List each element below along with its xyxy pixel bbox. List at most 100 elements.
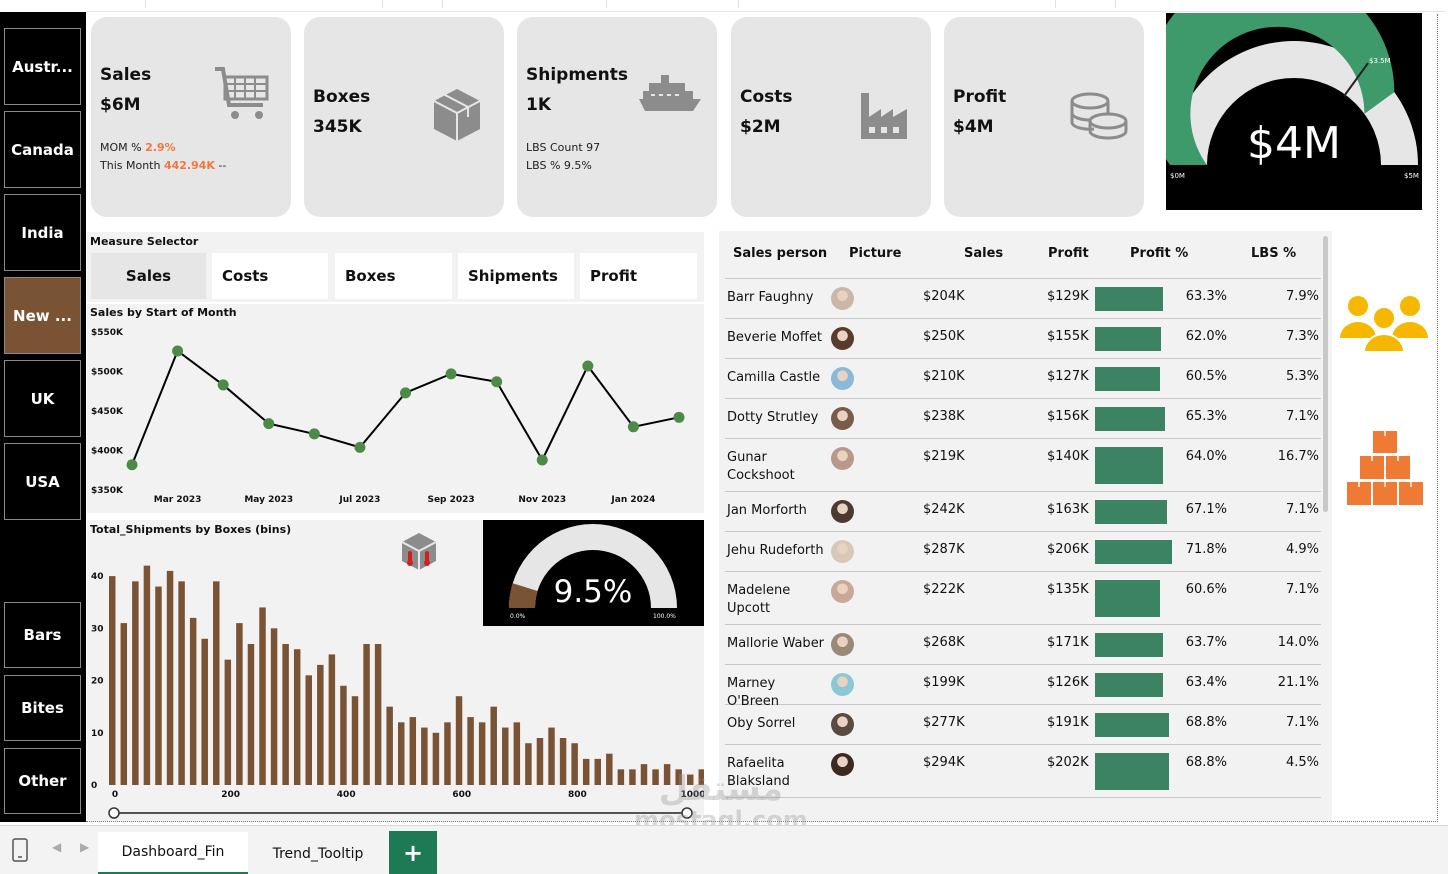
canvas-border-bottom: [86, 821, 1438, 822]
x-tick-label: 0: [112, 790, 118, 800]
measure-button-sales[interactable]: Sales: [91, 253, 206, 299]
tab-trend-tooltip[interactable]: Trend_Tooltip: [272, 845, 364, 862]
cell-lbs-pct: 4.9%: [1285, 542, 1319, 557]
histogram-bar: [236, 623, 243, 785]
data-point: [536, 454, 548, 466]
histogram-bar: [247, 644, 255, 785]
add-sheet-button[interactable]: +: [389, 831, 437, 874]
table-row[interactable]: Oby Sorrel $277K $191K 68.8% 7.1%: [725, 705, 1321, 745]
cell-sales: $287K: [923, 542, 965, 557]
table-row[interactable]: Mallorie Waber $268K $171K 63.7% 14.0%: [725, 625, 1321, 665]
range-slider-handle-max[interactable]: [681, 807, 693, 819]
histogram-bar: [132, 581, 139, 785]
cell-sales: $277K: [923, 715, 965, 730]
table-row[interactable]: Camilla Castle $210K $127K 60.5% 5.3%: [725, 359, 1321, 399]
category-button-bars[interactable]: Bars: [4, 602, 81, 668]
profit-pct-databar: [1095, 753, 1169, 790]
y-tick-label: 30: [91, 624, 104, 634]
col-header-picture[interactable]: Picture: [849, 246, 902, 261]
histogram-bar: [444, 722, 451, 785]
kpi-title: Costs: [740, 87, 793, 107]
histogram-bar: [629, 769, 636, 785]
cell-lbs-pct: 14.0%: [1277, 635, 1319, 650]
histogram-bar: [490, 706, 497, 785]
table-scrollbar[interactable]: [1323, 236, 1328, 512]
avatar: [831, 713, 854, 736]
y-tick-label: $450K: [91, 407, 124, 417]
region-button-new-zealand[interactable]: New ...: [4, 277, 81, 354]
histogram-bar: [120, 623, 128, 785]
avatar: [831, 367, 854, 390]
measure-button-boxes[interactable]: Boxes: [335, 253, 452, 299]
gauge-value-label: 9.5%: [554, 574, 633, 610]
measure-button-profit[interactable]: Profit: [580, 253, 697, 299]
tab-dashboard-fin[interactable]: Dashboard_Fin: [98, 832, 248, 874]
data-point: [308, 428, 320, 440]
x-tick-label: 1000: [680, 790, 704, 800]
kpi-this-month: This Month 442.94K --: [100, 159, 227, 172]
coins-icon: [1070, 92, 1128, 140]
cell-sales-person: Camilla Castle: [727, 370, 821, 385]
table-row[interactable]: Jan Morforth $242K $163K 67.1% 7.1%: [725, 492, 1321, 532]
col-header-profit[interactable]: Profit: [1048, 246, 1089, 261]
measure-button-shipments[interactable]: Shipments: [458, 253, 574, 299]
cell-sales: $250K: [923, 329, 965, 344]
table-row[interactable]: Beverie Moffet $250K $155K 62.0% 7.3%: [725, 319, 1321, 359]
cell-sales-person: Barr Faughny: [727, 290, 814, 305]
col-header-sales[interactable]: Sales: [964, 246, 1004, 261]
table-row[interactable]: Gunar Cockshoot $219K $140K 64.0% 16.7%: [725, 439, 1321, 492]
histogram-bar: [201, 638, 208, 785]
region-button-australia[interactable]: Austr...: [4, 28, 81, 105]
histogram-bar: [109, 576, 116, 785]
profit-pct-databar: [1095, 407, 1165, 431]
col-header-sales-person[interactable]: Sales person: [733, 246, 828, 261]
scroll-left-icon[interactable]: ◀: [52, 840, 62, 854]
cell-sales-person: Madelene Upcott: [727, 583, 791, 616]
table-row[interactable]: Marney O'Breen $199K $126K 63.4% 21.1%: [725, 665, 1321, 709]
histogram-bar: [374, 644, 382, 785]
cell-profit: $155K: [1047, 329, 1089, 344]
gauge-min-label: 0.0%: [510, 613, 526, 620]
table-row[interactable]: Barr Faughny $204K $129K 63.3% 7.9%: [725, 279, 1321, 319]
region-button-india[interactable]: India: [4, 194, 81, 271]
cell-sales: $219K: [923, 449, 965, 464]
avatar: [831, 673, 854, 696]
data-point: [217, 379, 229, 391]
data-point: [673, 411, 685, 423]
histogram-bar: [582, 758, 590, 785]
range-slider-handle-min[interactable]: [108, 807, 120, 819]
col-header-profit-pct[interactable]: Profit %: [1130, 246, 1189, 261]
table-row[interactable]: Dotty Strutley $238K $156K 65.3% 7.1%: [725, 399, 1321, 439]
series-line: [131, 349, 680, 466]
table-row[interactable]: Rafaelita Blaksland $294K $202K 68.8% 4.5%: [725, 745, 1321, 798]
cell-profit-pct: 65.3%: [1185, 409, 1227, 424]
box-thermometer-icon: [401, 533, 437, 570]
mobile-layout-icon[interactable]: [12, 838, 28, 862]
measure-button-costs[interactable]: Costs: [212, 253, 328, 299]
histogram-bar: [363, 644, 370, 785]
y-tick-label: 0: [91, 781, 97, 791]
region-button-usa[interactable]: USA: [4, 443, 81, 520]
category-button-other[interactable]: Other: [4, 748, 81, 814]
region-button-uk[interactable]: UK: [4, 360, 81, 437]
data-point: [627, 421, 639, 433]
col-header-lbs-pct[interactable]: LBS %: [1251, 246, 1297, 261]
profit-pct-databar: [1095, 633, 1164, 657]
scroll-right-icon[interactable]: ▶: [80, 840, 90, 854]
cell-lbs-pct: 7.1%: [1285, 715, 1319, 730]
histogram-bar: [536, 738, 544, 785]
table-row[interactable]: Jehu Rudeforth $287K $206K 71.8% 4.9%: [725, 532, 1321, 572]
histogram-bar: [698, 769, 704, 785]
region-button-canada[interactable]: Canada: [4, 111, 81, 188]
y-tick-label: 40: [91, 572, 104, 582]
category-button-bites[interactable]: Bites: [4, 675, 81, 741]
histogram-title: Total_Shipments by Boxes (bins): [90, 523, 292, 536]
table-row[interactable]: Madelene Upcott $222K $135K 60.6% 7.1%: [725, 572, 1321, 625]
gauge-min-label: $0M: [1170, 172, 1185, 180]
cell-profit-pct: 68.8%: [1185, 755, 1227, 770]
kpi-lbs-pct: LBS % 9.5%: [526, 159, 592, 172]
cell-sales: $222K: [923, 582, 965, 597]
histogram-bar: [525, 743, 532, 785]
histogram-bar: [259, 607, 266, 785]
histogram-bar: [178, 581, 185, 785]
